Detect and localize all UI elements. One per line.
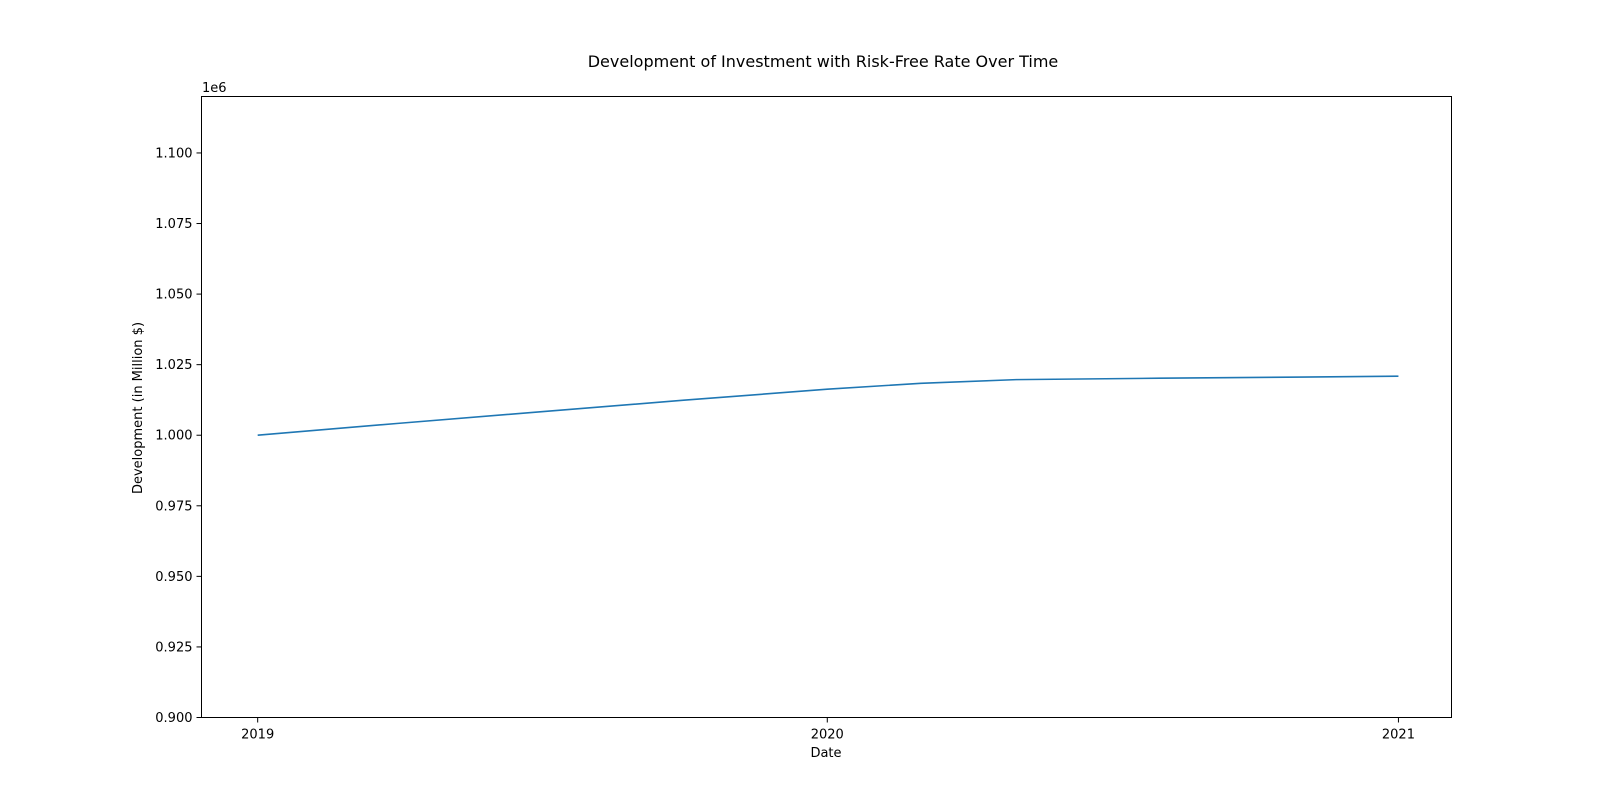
plot-frame (201, 96, 1452, 718)
x-tick-label: 2021 (1382, 728, 1415, 743)
y-tick-label: 1.075 (155, 217, 192, 232)
y-tick-label: 1.100 (155, 146, 192, 161)
x-tick-label: 2020 (811, 728, 844, 743)
y-tick-label: 0.925 (155, 640, 192, 655)
y-tick-label: 0.950 (155, 570, 192, 585)
y-offset-label: 1e6 (202, 81, 227, 96)
series-line (257, 375, 1399, 437)
y-axis-label: Development (in Million $) (131, 322, 146, 494)
x-tick-label: 2019 (241, 728, 274, 743)
chart-title: Development of Investment with Risk-Free… (588, 52, 1059, 71)
y-tick-label: 0.900 (155, 711, 192, 726)
x-axis: 2019 2020 2021 (241, 717, 1415, 743)
y-tick-label: 0.975 (155, 499, 192, 514)
y-tick-label: 1.050 (155, 288, 192, 303)
y-tick-label: 1.025 (155, 358, 192, 373)
y-axis: 0.900 0.925 0.950 0.975 1.000 1.025 1.050 1.075… (155, 146, 202, 726)
plot-area (257, 375, 1399, 437)
x-axis-label: Date (810, 746, 841, 761)
y-tick-label: 1.000 (155, 429, 192, 444)
